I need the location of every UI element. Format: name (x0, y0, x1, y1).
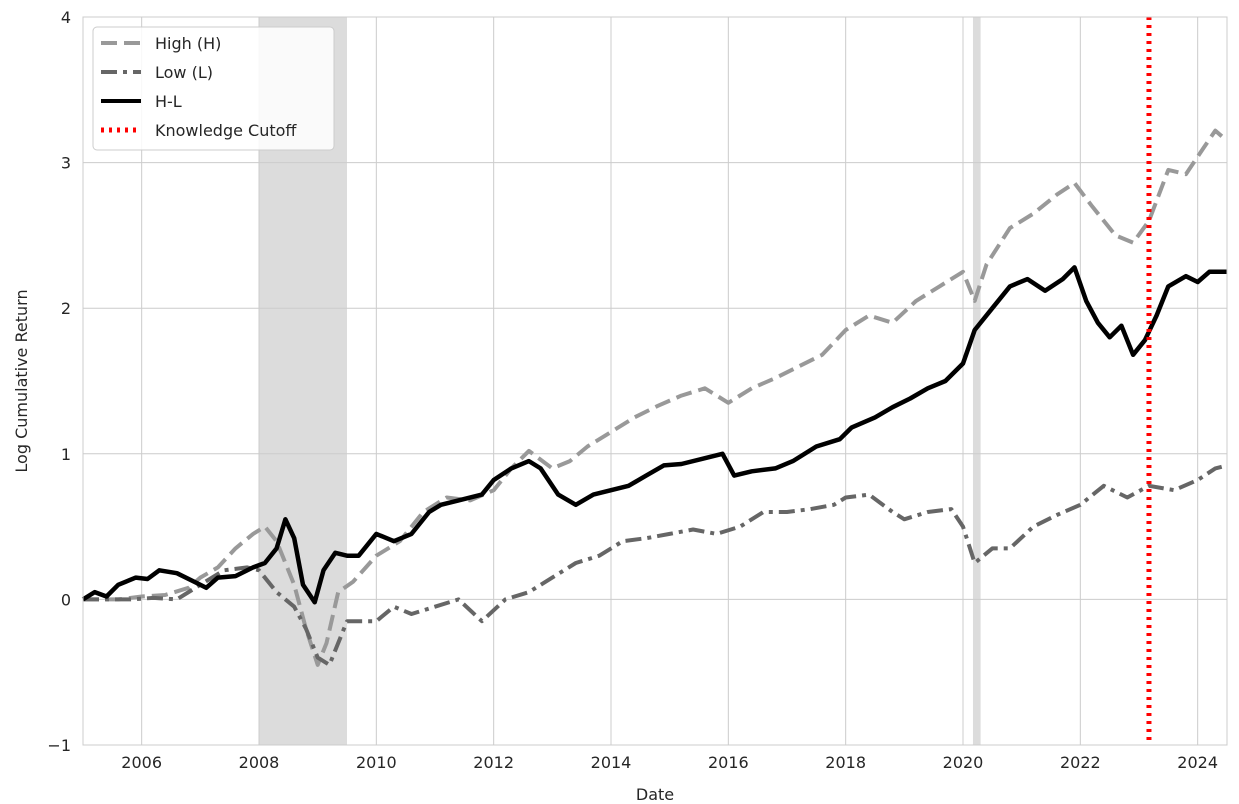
series-line-1 (83, 463, 1228, 667)
series-line-2 (81, 265, 1227, 605)
legend-label-low: Low (L) (155, 63, 213, 82)
plot-frame (82, 16, 1228, 746)
x-tick-label-9: 2024 (1177, 753, 1218, 772)
y-tick-label-2: 1 (61, 445, 71, 464)
x-tick-labels: 2006 2008 2010 2012 2014 2016 2018 2020 2022 2024 (121, 753, 1218, 772)
x-tick-label-4: 2014 (591, 753, 632, 772)
y-axis-label: Log Cumulative Return (12, 289, 31, 472)
x-axis-label: Date (636, 785, 674, 804)
y-tick-label-4: 3 (61, 154, 71, 173)
y-tick-label-1: 0 (61, 590, 71, 609)
legend-label-hl: H-L (155, 92, 182, 111)
shaded-periods (259, 17, 981, 745)
series-line-0 (83, 128, 1229, 667)
x-tick-label-6: 2018 (825, 753, 866, 772)
y-tick-label-3: 2 (61, 299, 71, 318)
x-tick-label-0: 2006 (121, 753, 162, 772)
series-layer (81, 128, 1229, 667)
x-tick-label-5: 2016 (708, 753, 749, 772)
x-tick-label-1: 2008 (239, 753, 280, 772)
legend-box (92, 26, 335, 151)
legend-label-high: High (H) (155, 34, 221, 53)
y-tick-label-0: −1 (47, 736, 71, 755)
shaded-period-1 (972, 17, 981, 745)
y-tick-label-5: 4 (61, 8, 71, 27)
x-tick-label-2: 2010 (356, 753, 397, 772)
x-tick-label-7: 2020 (943, 753, 984, 772)
x-tick-label-3: 2012 (473, 753, 514, 772)
y-tick-labels: −1 0 1 2 3 4 (47, 8, 71, 755)
legend: High (H) Low (L) H-L Knowledge Cutoff (92, 26, 335, 151)
x-tick-label-8: 2022 (1060, 753, 1101, 772)
legend-label-cutoff: Knowledge Cutoff (155, 121, 297, 140)
